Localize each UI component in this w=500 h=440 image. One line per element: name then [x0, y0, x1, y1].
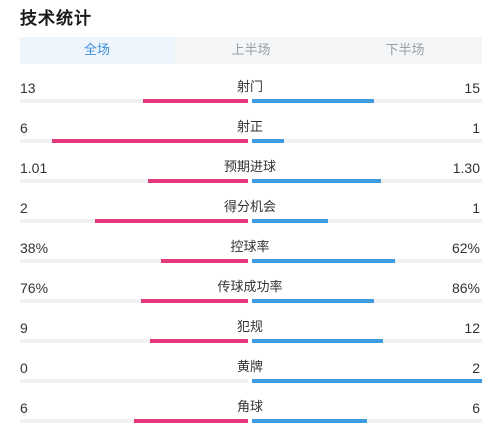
home-bar-track	[20, 259, 248, 263]
stat-row: 9 犯规 12	[0, 320, 500, 360]
away-bar-track	[252, 139, 482, 143]
away-bar-track	[252, 259, 482, 263]
home-value: 0	[20, 360, 28, 376]
away-bar-track	[252, 339, 482, 343]
away-value: 62%	[451, 240, 480, 256]
home-value: 2	[20, 200, 28, 216]
away-value: 1.30	[452, 160, 480, 176]
away-value: 6	[472, 400, 480, 416]
stat-label: 预期进球	[223, 160, 276, 175]
away-bar-track	[252, 179, 482, 183]
away-bar-track	[252, 99, 482, 103]
home-bar	[147, 179, 248, 183]
away-value: 1	[472, 120, 480, 136]
away-bar	[252, 299, 374, 303]
stat-label: 角球	[236, 400, 263, 415]
home-bar-track	[20, 419, 248, 423]
home-value: 13	[20, 80, 36, 96]
stat-row: 6 射正 1	[0, 120, 500, 160]
home-bar	[140, 299, 248, 303]
stat-label: 得分机会	[223, 200, 276, 215]
stat-row: 0 黄牌 2	[0, 360, 500, 400]
stat-row: 76% 传球成功率 86%	[0, 280, 500, 320]
home-bar-track	[20, 99, 248, 103]
away-bar-track	[252, 299, 482, 303]
home-bar	[149, 339, 248, 343]
stat-row: 6 角球 6	[0, 400, 500, 440]
away-bar-track	[252, 219, 482, 223]
home-bar-track	[20, 379, 248, 383]
home-bar	[161, 259, 248, 263]
away-bar	[252, 379, 482, 383]
away-value: 86%	[451, 280, 480, 296]
home-bar	[95, 219, 248, 223]
home-value: 38%	[20, 240, 49, 256]
home-value: 76%	[20, 280, 49, 296]
away-value: 1	[472, 200, 480, 216]
away-bar-track	[252, 379, 482, 383]
stat-label: 黄牌	[236, 360, 263, 375]
tab-second-half[interactable]: 下半场	[385, 43, 425, 58]
tab-first-half[interactable]: 上半场	[231, 43, 271, 58]
away-bar	[252, 99, 374, 103]
stat-label: 控球率	[230, 240, 270, 255]
away-value: 12	[464, 320, 480, 336]
home-bar	[143, 99, 248, 103]
away-bar	[252, 139, 285, 143]
away-bar	[252, 419, 367, 423]
home-bar	[51, 139, 248, 143]
stat-row: 13 射门 15	[0, 80, 500, 120]
home-value: 9	[20, 320, 28, 336]
stat-label: 射门	[236, 80, 263, 95]
page-title: 技术统计	[20, 9, 92, 29]
stat-label: 传球成功率	[217, 280, 283, 295]
stat-label: 犯规	[236, 320, 263, 335]
home-value: 6	[20, 400, 28, 416]
stat-label: 射正	[236, 120, 263, 135]
stat-row: 2 得分机会 1	[0, 200, 500, 240]
away-bar-track	[252, 419, 482, 423]
period-tabs: 全场 上半场 下半场	[20, 37, 482, 64]
stat-row: 1.01 预期进球 1.30	[0, 160, 500, 200]
home-bar-track	[20, 219, 248, 223]
away-value: 15	[464, 80, 480, 96]
home-bar-track	[20, 339, 248, 343]
away-bar	[252, 259, 395, 263]
stat-row: 38% 控球率 62%	[0, 240, 500, 280]
home-bar-track	[20, 179, 248, 183]
home-value: 6	[20, 120, 28, 136]
away-bar	[252, 219, 328, 223]
home-value: 1.01	[20, 160, 48, 176]
away-bar	[252, 179, 381, 183]
away-bar	[252, 339, 384, 343]
home-bar	[134, 419, 248, 423]
home-bar-track	[20, 299, 248, 303]
home-bar-track	[20, 139, 248, 143]
tab-full-match[interactable]: 全场	[20, 37, 174, 64]
away-value: 2	[472, 360, 480, 376]
